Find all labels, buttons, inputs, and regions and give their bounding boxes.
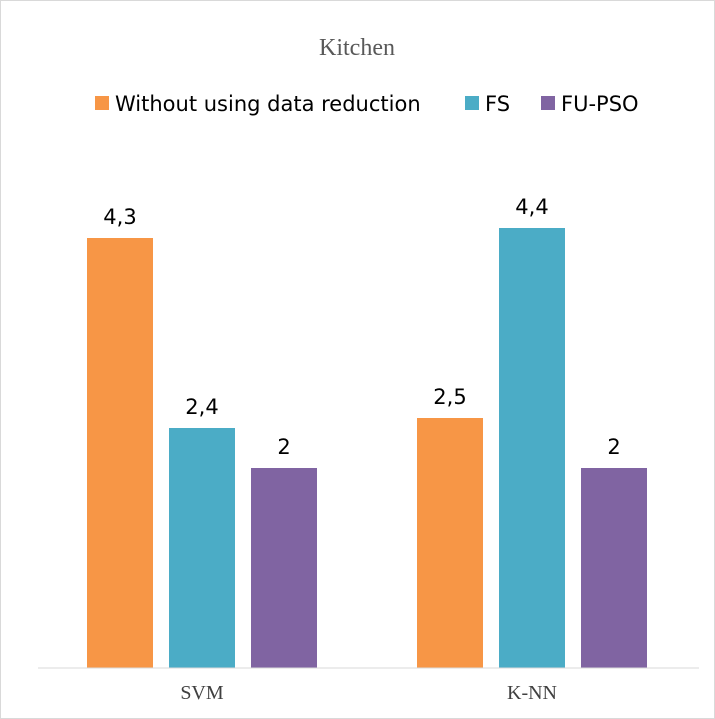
legend-swatch-fu-pso: [541, 96, 555, 110]
data-label: 2: [277, 435, 290, 459]
category-label-svm: SVM: [180, 682, 224, 704]
legend-label-without-data-reduction: Without using data reduction: [115, 92, 421, 116]
bar-knn-fu-pso: [581, 468, 647, 668]
legend-swatch-without-data-reduction: [95, 96, 109, 110]
chart-title: Kitchen: [319, 35, 395, 61]
legend-swatch-fs: [465, 96, 479, 110]
bar-svm-fu-pso: [251, 468, 317, 668]
legend-label-fs: FS: [485, 92, 510, 116]
legend: Without using data reduction FS FU-PSO: [95, 92, 639, 116]
bar-svm-fs: [169, 428, 235, 668]
data-labels-group: 4,3 2,4 2 2,5 4,4 2: [103, 195, 620, 459]
legend-label-fu-pso: FU-PSO: [561, 92, 639, 116]
bar-svm-without-using-data-reduction: [87, 238, 153, 668]
data-label: 4,3: [103, 205, 136, 229]
bars-group: [87, 228, 647, 668]
bar-knn-without-using-data-reduction: [417, 418, 483, 668]
data-label: 2,4: [185, 395, 218, 419]
data-label: 4,4: [515, 195, 548, 219]
data-label: 2,5: [433, 385, 466, 409]
category-label-knn: K-NN: [507, 682, 557, 704]
data-label: 2: [607, 435, 620, 459]
bar-knn-fs: [499, 228, 565, 668]
